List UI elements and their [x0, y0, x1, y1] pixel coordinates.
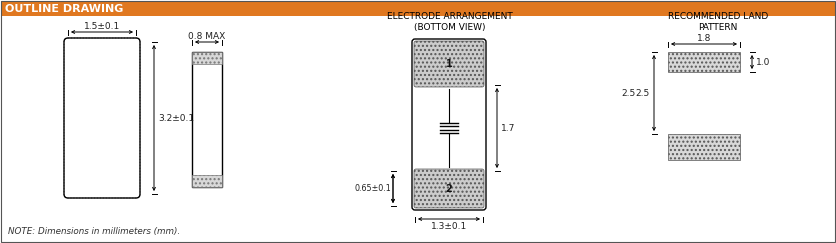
Text: 2.5: 2.5	[635, 88, 650, 97]
FancyBboxPatch shape	[412, 39, 486, 210]
Text: OUTLINE DRAWING: OUTLINE DRAWING	[5, 4, 124, 14]
Text: 2.5: 2.5	[622, 88, 636, 97]
Text: 3.2±0.1: 3.2±0.1	[158, 113, 194, 122]
Text: 1.0: 1.0	[756, 58, 771, 67]
Text: 1.3±0.1: 1.3±0.1	[431, 222, 467, 231]
FancyBboxPatch shape	[64, 38, 140, 198]
Text: 1.7: 1.7	[501, 123, 515, 132]
Text: 0.8 MAX: 0.8 MAX	[188, 32, 226, 41]
Bar	[192, 175, 222, 187]
FancyBboxPatch shape	[414, 169, 484, 208]
Bar	[668, 134, 740, 160]
Text: NOTE: Dimensions in millimeters (mm).: NOTE: Dimensions in millimeters (mm).	[8, 227, 180, 236]
Text: 0.65±0.1: 0.65±0.1	[354, 184, 391, 193]
Bar	[668, 52, 740, 72]
Text: RECOMMENDED LAND
PATTERN: RECOMMENDED LAND PATTERN	[668, 12, 768, 32]
Text: 1.5±0.1: 1.5±0.1	[84, 21, 120, 31]
Text: 1.8: 1.8	[697, 34, 711, 43]
Bar	[192, 52, 222, 64]
Text: 1: 1	[446, 59, 452, 69]
Text: ELECTRODE ARRANGEMENT
(BOTTOM VIEW): ELECTRODE ARRANGEMENT (BOTTOM VIEW)	[387, 12, 512, 32]
FancyBboxPatch shape	[414, 41, 484, 87]
Text: 2: 2	[446, 183, 452, 193]
Bar	[192, 52, 222, 187]
Bar	[1, 1, 835, 16]
